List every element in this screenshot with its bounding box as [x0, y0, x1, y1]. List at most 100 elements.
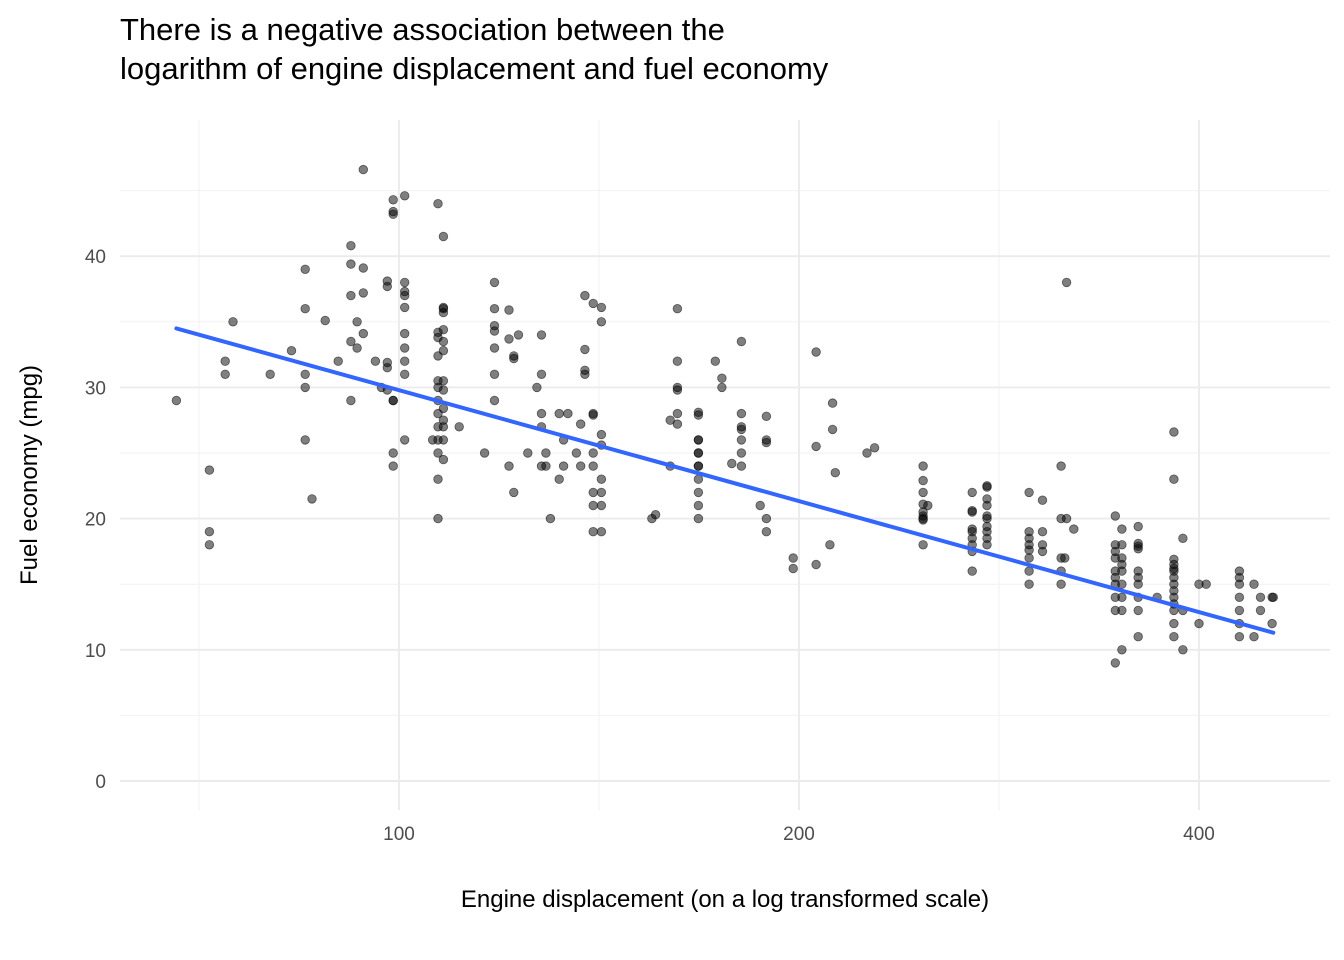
- data-point: [693, 448, 704, 458]
- data-point: [358, 164, 369, 175]
- data-point: [433, 513, 443, 524]
- data-point: [717, 373, 727, 383]
- data-point: [761, 411, 772, 422]
- data-point: [588, 500, 598, 511]
- data-point: [1037, 527, 1048, 537]
- data-point: [523, 448, 533, 458]
- data-point: [532, 382, 542, 393]
- data-point: [1194, 618, 1204, 629]
- data-point: [571, 448, 582, 458]
- data-point: [1133, 605, 1143, 616]
- data-point: [967, 487, 977, 498]
- data-point: [596, 317, 607, 327]
- data-point: [400, 277, 410, 288]
- data-point: [727, 458, 737, 469]
- data-point: [788, 563, 798, 574]
- data-point: [918, 540, 928, 550]
- data-point: [204, 527, 215, 537]
- data-point: [923, 500, 933, 511]
- data-point: [1117, 540, 1127, 550]
- data-point: [736, 336, 747, 347]
- data-point: [358, 288, 369, 298]
- data-point: [388, 206, 398, 217]
- data-point: [580, 344, 590, 355]
- data-point: [1234, 632, 1245, 642]
- data-point: [454, 422, 464, 432]
- data-point: [400, 328, 410, 339]
- data-point: [333, 356, 343, 366]
- y-tick-label: 40: [85, 247, 106, 268]
- chart-title-line-1: There is a negative association between …: [120, 12, 725, 47]
- data-point: [596, 500, 607, 511]
- data-point: [1117, 605, 1127, 616]
- data-point: [580, 365, 590, 376]
- data-point: [513, 330, 524, 340]
- data-point: [1133, 632, 1143, 642]
- data-point: [788, 553, 798, 563]
- data-point: [672, 382, 683, 393]
- data-point: [736, 408, 747, 419]
- data-point: [1234, 579, 1245, 589]
- data-point: [967, 566, 977, 576]
- data-point: [433, 448, 443, 458]
- data-point: [1133, 579, 1143, 589]
- data-point: [541, 448, 551, 458]
- data-point: [558, 461, 569, 471]
- data-point: [1061, 513, 1072, 524]
- data-point: [489, 395, 500, 406]
- data-point: [596, 487, 607, 498]
- data-point: [1024, 545, 1034, 555]
- data-point: [588, 408, 598, 419]
- data-point: [388, 448, 398, 458]
- data-point: [693, 474, 704, 484]
- data-point: [693, 500, 704, 511]
- data-point: [650, 510, 661, 520]
- data-point: [982, 500, 992, 511]
- data-point: [672, 304, 683, 314]
- data-point: [400, 343, 410, 353]
- data-point: [504, 334, 514, 344]
- data-point: [827, 398, 838, 408]
- data-point: [358, 328, 369, 339]
- data-point: [761, 527, 772, 537]
- data-point: [388, 461, 398, 471]
- data-point: [576, 461, 586, 471]
- data-point: [509, 351, 519, 361]
- data-point: [693, 461, 704, 471]
- data-point: [265, 369, 275, 380]
- data-point: [536, 369, 547, 380]
- data-point: [1201, 579, 1211, 589]
- data-point: [710, 356, 721, 366]
- y-tick-label: 10: [85, 641, 106, 662]
- data-point: [346, 395, 356, 406]
- data-point: [1169, 632, 1179, 642]
- trend-line-layer: [174, 326, 1276, 635]
- data-point: [504, 305, 514, 315]
- data-point: [536, 330, 547, 340]
- data-point: [811, 559, 821, 570]
- data-point: [918, 461, 928, 471]
- data-point: [665, 415, 675, 425]
- data-point: [438, 403, 449, 414]
- data-point: [596, 527, 607, 537]
- data-point: [736, 448, 747, 458]
- data-point: [352, 317, 362, 327]
- chart-title: There is a negative association between …: [120, 10, 1220, 88]
- data-point: [504, 461, 514, 471]
- data-point: [1255, 592, 1266, 603]
- data-point: [1117, 645, 1127, 655]
- data-point: [596, 302, 607, 313]
- data-point: [918, 515, 928, 525]
- data-point: [1268, 592, 1279, 603]
- data-point: [1267, 618, 1277, 629]
- data-point: [811, 441, 821, 452]
- x-tick-label: 400: [1183, 824, 1215, 845]
- data-point: [1110, 511, 1121, 521]
- data-point: [736, 422, 747, 432]
- x-tick-label: 200: [783, 824, 815, 845]
- data-point: [545, 513, 556, 524]
- data-point: [1024, 579, 1034, 589]
- data-point: [862, 448, 872, 458]
- data-point: [1110, 658, 1121, 668]
